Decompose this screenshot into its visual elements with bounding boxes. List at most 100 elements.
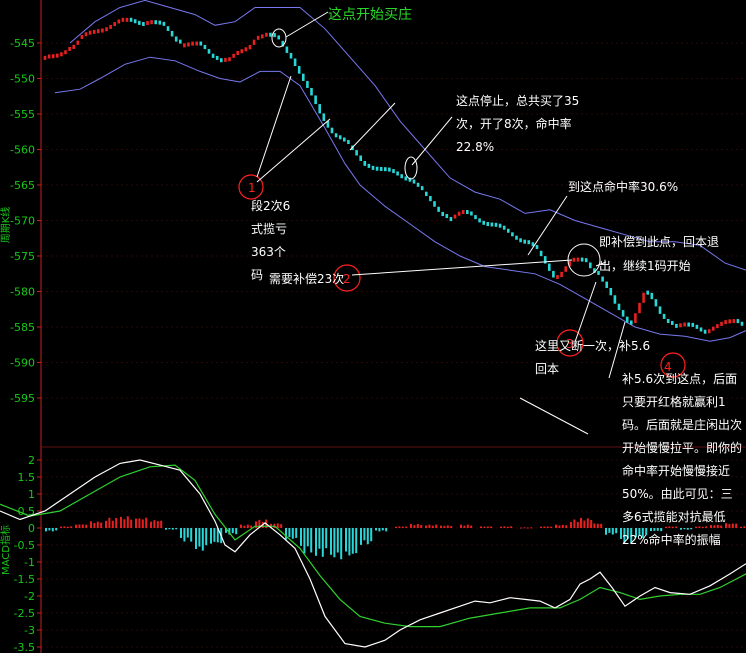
down-brick xyxy=(478,218,481,223)
down-brick xyxy=(273,33,276,38)
macd-bar-positive xyxy=(416,524,419,528)
down-brick xyxy=(322,113,326,121)
down-brick xyxy=(482,220,485,225)
macd-bar-positive xyxy=(698,526,701,528)
macd-bar-positive xyxy=(500,526,502,528)
up-brick xyxy=(187,42,190,47)
macd-bar-positive xyxy=(450,526,453,528)
up-brick xyxy=(80,34,84,39)
down-brick xyxy=(597,270,600,275)
down-brick xyxy=(531,242,535,247)
up-brick xyxy=(572,257,576,262)
macd-bar-positive xyxy=(520,527,522,529)
macd-bar-positive xyxy=(570,522,572,528)
macd-bar-positive xyxy=(413,525,416,528)
macd-bar-positive xyxy=(108,517,111,528)
buy-start-label: 这点开始买庄 xyxy=(328,6,412,23)
break-pointer xyxy=(574,281,597,343)
up-brick xyxy=(556,275,559,280)
macd-bar-positive xyxy=(425,525,427,528)
macd-bar-negative xyxy=(605,528,607,535)
macd-bar-positive xyxy=(540,526,542,528)
up-brick xyxy=(191,41,194,46)
down-brick xyxy=(646,290,649,295)
circle1-text-line-1: 段2次6 xyxy=(251,198,290,213)
macd-bar-positive xyxy=(428,524,431,528)
down-brick xyxy=(490,222,494,227)
down-brick xyxy=(609,287,613,296)
down-brick xyxy=(474,215,477,220)
macd-bar-positive xyxy=(596,523,599,528)
macd-bar-negative xyxy=(645,528,648,536)
up-brick xyxy=(638,302,641,314)
macd-bar-positive xyxy=(93,522,96,528)
macd-bar-positive xyxy=(586,518,589,528)
macd-bar-positive xyxy=(483,526,486,528)
macd-bar-positive xyxy=(280,524,283,528)
macd-bar-negative xyxy=(231,528,234,534)
circle-3 xyxy=(556,329,584,357)
down-brick xyxy=(621,310,625,317)
macd-bar-negative xyxy=(385,528,388,532)
up-brick xyxy=(224,57,227,62)
macd-bar-positive xyxy=(135,518,137,528)
final-text-line-6: 50%。由此可见：三 xyxy=(622,487,733,501)
down-brick xyxy=(736,319,740,324)
up-brick xyxy=(683,322,686,327)
macd-bar-negative xyxy=(348,528,351,556)
macd-bar-negative xyxy=(638,528,641,536)
kline-tick-label: -595 xyxy=(10,392,35,405)
up-brick xyxy=(51,54,55,59)
down-brick xyxy=(593,268,596,273)
macd-bar-negative xyxy=(168,528,171,530)
macd-bar-positive xyxy=(731,523,734,528)
up-brick xyxy=(92,29,96,34)
down-brick xyxy=(392,169,395,174)
down-brick xyxy=(343,137,346,142)
down-brick xyxy=(338,135,342,140)
up-brick xyxy=(732,319,736,324)
down-brick xyxy=(498,223,502,228)
final-text-line-2: 只要开红格就赢利1 xyxy=(622,394,726,409)
macd-bar-positive xyxy=(141,519,144,528)
macd-bar-positive xyxy=(675,526,678,528)
macd-bar-positive xyxy=(671,526,674,528)
macd-bar-negative xyxy=(165,528,167,530)
down-brick xyxy=(429,195,432,202)
up-brick xyxy=(707,329,711,334)
macd-bar-negative xyxy=(351,528,354,554)
up-brick xyxy=(634,313,637,324)
macd-bar-positive xyxy=(543,526,546,528)
up-brick xyxy=(43,55,47,60)
macd-bar-negative xyxy=(213,528,216,542)
down-brick xyxy=(359,155,362,161)
up-brick xyxy=(453,214,457,219)
down-brick xyxy=(658,306,662,314)
macd-tick-label: -3.5 xyxy=(14,641,35,653)
macd-bar-negative xyxy=(318,528,321,549)
macd-bar-positive xyxy=(440,525,442,528)
macd-bar-negative xyxy=(48,528,51,531)
macd-bar-negative xyxy=(686,528,689,530)
macd-bar-positive xyxy=(153,520,156,528)
down-brick xyxy=(445,214,449,219)
up-brick xyxy=(150,20,153,25)
macd-bar-negative xyxy=(183,528,186,542)
macd-bar-negative xyxy=(355,528,358,554)
up-brick xyxy=(56,53,59,58)
kline-tick-label: -580 xyxy=(10,286,35,299)
down-brick xyxy=(687,322,690,327)
macd-tick-label: 0.5 xyxy=(18,505,36,518)
final-text-line-3: 码。后面就是庄闲出次 xyxy=(622,417,742,432)
macd-bar-negative xyxy=(650,528,652,532)
macd-bar-positive xyxy=(115,518,118,528)
macd-bar-positive xyxy=(435,524,438,528)
macd-bar-negative xyxy=(630,528,633,544)
macd-bar-negative xyxy=(611,528,614,535)
macd-bar-positive xyxy=(420,524,423,528)
macd-bar-negative xyxy=(306,528,309,547)
macd-bar-positive xyxy=(705,526,708,528)
down-brick xyxy=(302,73,305,81)
macd-bar-positive xyxy=(276,523,279,528)
macd-bar-positive xyxy=(600,523,603,528)
